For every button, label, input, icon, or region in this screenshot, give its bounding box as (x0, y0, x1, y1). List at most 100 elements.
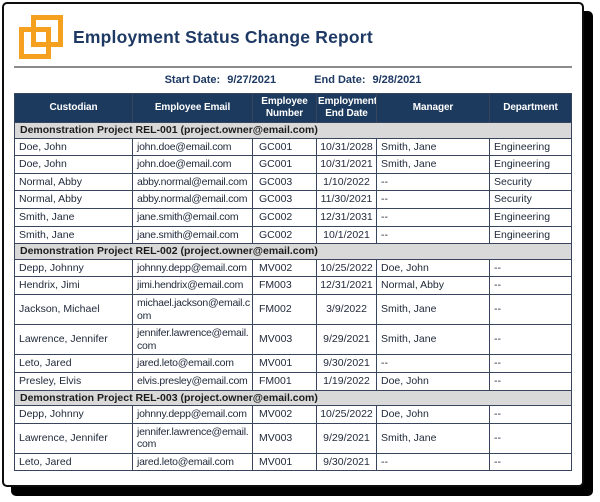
cell-email: elvis.presley@email.com (132, 371, 253, 391)
cell-num: MV002 (252, 258, 317, 278)
cell-num: FM002 (252, 293, 317, 326)
cell-email: jimi.hendrix@email.com (132, 276, 253, 295)
group-label: Demonstration Project REL-003 (project.o… (14, 389, 572, 407)
column-header-employment-end-date: Employment End Date (316, 93, 377, 123)
cell-num: GC002 (252, 225, 317, 245)
column-header-department: Department (489, 93, 572, 123)
cell-manager: Doe, John (376, 258, 490, 278)
cell-department: Engineering (489, 137, 572, 157)
cell-num: MV003 (252, 324, 317, 356)
cell-custodian: Smith, Jane (14, 225, 133, 245)
cell-department: -- (489, 354, 572, 373)
cell-manager: Smith, Jane (376, 422, 490, 454)
header-divider (14, 66, 572, 68)
report-header: Employment Status Change Report (18, 12, 582, 62)
cell-custodian: Smith, Jane (14, 207, 133, 227)
cell-num: FM003 (252, 276, 317, 295)
cell-manager: -- (376, 207, 490, 227)
cell-email: michael.jackson@email.com (132, 293, 253, 326)
column-header-employee-number: Employee Number (252, 93, 317, 123)
cell-department: Security (489, 190, 572, 209)
table-row: Presley, Elvis elvis.presley@email.com FM0… (14, 371, 572, 391)
cell-date: 10/31/2028 (316, 137, 377, 157)
cell-num: GC002 (252, 207, 317, 227)
cell-date: 9/30/2021 (316, 452, 377, 472)
cell-manager: -- (376, 190, 490, 209)
table-row: Normal, Abby abby.normal@email.com GC003 1/… (14, 172, 572, 192)
table-row: Depp, Johnny johnny.depp@email.com MV002 10… (14, 258, 572, 278)
start-date-label: Start Date: (164, 74, 221, 86)
cell-custodian: Depp, Johnny (14, 258, 133, 278)
column-header-manager: Manager (376, 93, 490, 123)
cell-num: MV003 (252, 422, 317, 454)
group-header-row: Demonstration Project REL-002 (project.o… (14, 243, 572, 260)
cell-num: MV001 (252, 354, 317, 373)
cell-department: -- (489, 276, 572, 295)
table-row: Depp, Johnny johnny.depp@email.com MV002 10… (14, 405, 572, 424)
group-label: Demonstration Project REL-002 (project.o… (14, 243, 572, 260)
cell-custodian: Doe, John (14, 137, 133, 157)
cell-email: john.doe@email.com (132, 155, 253, 174)
cell-date: 3/9/2022 (316, 293, 377, 326)
cell-custodian: Leto, Jared (14, 452, 133, 472)
cell-department: Engineering (489, 225, 572, 245)
cell-email: johnny.depp@email.com (132, 405, 253, 424)
cell-department: -- (489, 422, 572, 454)
cell-date: 10/1/2021 (316, 225, 377, 245)
cell-custodian: Depp, Johnny (14, 405, 133, 424)
cell-date: 11/30/2021 (316, 190, 377, 209)
start-date-value: 9/27/2021 (227, 74, 277, 86)
cell-email: abby.normal@email.com (132, 190, 253, 209)
cell-custodian: Lawrence, Jennifer (14, 422, 133, 454)
cell-manager: -- (376, 172, 490, 192)
cell-email: jane.smith@email.com (132, 207, 253, 227)
cell-date: 10/25/2022 (316, 405, 377, 424)
table-header-row: Custodian Employee Email Employee Number Em… (14, 93, 572, 123)
cell-email: john.doe@email.com (132, 137, 253, 157)
cell-custodian: Leto, Jared (14, 354, 133, 373)
cell-num: GC003 (252, 172, 317, 192)
cell-department: -- (489, 405, 572, 424)
cell-manager: -- (376, 354, 490, 373)
cell-email: jennifer.lawrence@email.com (132, 324, 253, 356)
cell-date: 12/31/2021 (316, 276, 377, 295)
cell-date: 1/19/2022 (316, 371, 377, 391)
cell-manager: Smith, Jane (376, 155, 490, 174)
cell-department: -- (489, 324, 572, 356)
cell-manager: Doe, John (376, 405, 490, 424)
cell-num: MV002 (252, 405, 317, 424)
date-range: Start Date: 9/27/2021 End Date: 9/28/202… (4, 74, 582, 86)
cell-custodian: Normal, Abby (14, 172, 133, 192)
cell-date: 9/29/2021 (316, 324, 377, 356)
group-label: Demonstration Project REL-001 (project.o… (14, 122, 572, 139)
column-header-custodian: Custodian (14, 93, 133, 123)
cell-email: abby.normal@email.com (132, 172, 253, 192)
table-row: Leto, Jared jared.leto@email.com MV001 9/30… (14, 452, 572, 472)
table-row: Hendrix, Jimi jimi.hendrix@email.com FM003… (14, 276, 572, 295)
cell-email: jared.leto@email.com (132, 354, 253, 373)
cell-date: 1/10/2022 (316, 172, 377, 192)
overlapping-squares-logo-icon (19, 15, 63, 59)
group-header-row: Demonstration Project REL-001 (project.o… (14, 122, 572, 139)
cell-num: MV001 (252, 452, 317, 472)
column-header-employee-email: Employee Email (132, 93, 253, 123)
cell-manager: Smith, Jane (376, 293, 490, 326)
cell-email: jared.leto@email.com (132, 452, 253, 472)
cell-custodian: Doe, John (14, 155, 133, 174)
cell-custodian: Presley, Elvis (14, 371, 133, 391)
cell-department: -- (489, 258, 572, 278)
cell-num: GC001 (252, 137, 317, 157)
cell-manager: Smith, Jane (376, 324, 490, 356)
group-header-row: Demonstration Project REL-003 (project.o… (14, 389, 572, 407)
cell-date: 9/30/2021 (316, 354, 377, 373)
table-row: Jackson, Michael michael.jackson@email.co… (14, 293, 572, 326)
end-date-value: 9/28/2021 (372, 74, 422, 86)
cell-custodian: Jackson, Michael (14, 293, 133, 326)
cell-department: -- (489, 293, 572, 326)
table-row: Doe, John john.doe@email.com GC001 10/31/20… (14, 155, 572, 174)
cell-email: jennifer.lawrence@email.com (132, 422, 253, 454)
cell-email: johnny.depp@email.com (132, 258, 253, 278)
cell-custodian: Lawrence, Jennifer (14, 324, 133, 356)
cell-custodian: Hendrix, Jimi (14, 276, 133, 295)
